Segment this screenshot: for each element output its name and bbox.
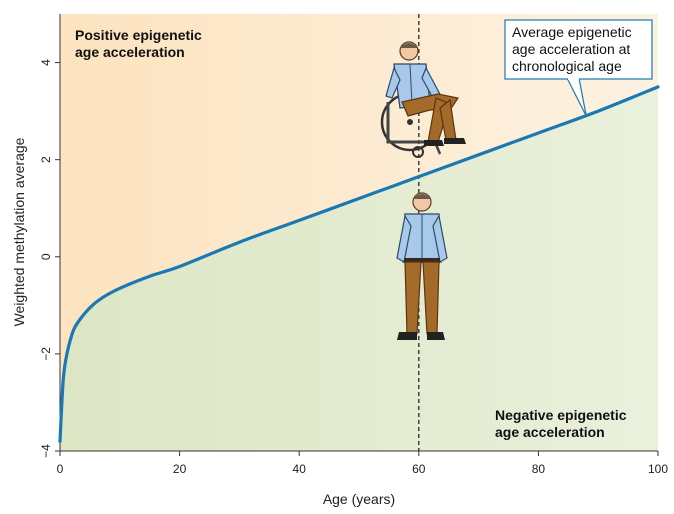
callout: Average epigenetic age acceleration at c… (504, 19, 653, 117)
callout-text: Average epigenetic age acceleration at c… (512, 24, 636, 74)
x-axis-label: Age (years) (323, 491, 395, 507)
y-tick-label: −4 (39, 444, 53, 458)
negative-region-label: Negative epigenetic age acceleration (495, 407, 630, 440)
person-in-wheelchair-icon (380, 41, 466, 158)
lower-region (60, 86, 658, 451)
x-ticks: 0 20 40 60 80 100 (57, 451, 668, 476)
callout-box (504, 19, 653, 80)
positive-region-label: Positive epigenetic age acceleration (75, 27, 206, 60)
y-tick-label: 0 (39, 253, 53, 260)
x-tick-label: 40 (293, 462, 307, 476)
standing-person-icon (396, 192, 448, 340)
x-tick-label: 60 (412, 462, 426, 476)
x-tick-label: 80 (532, 462, 546, 476)
x-tick-label: 100 (648, 462, 668, 476)
x-tick-label: 20 (173, 462, 187, 476)
y-tick-label: 4 (39, 59, 53, 66)
y-ticks: −4 −2 0 2 4 (39, 59, 60, 458)
y-axis-label: Weighted methylation average (11, 137, 27, 326)
series-line (58, 85, 660, 443)
x-tick-label: 0 (57, 462, 64, 476)
y-tick-label: 2 (39, 156, 53, 163)
y-tick-label: −2 (39, 347, 53, 361)
